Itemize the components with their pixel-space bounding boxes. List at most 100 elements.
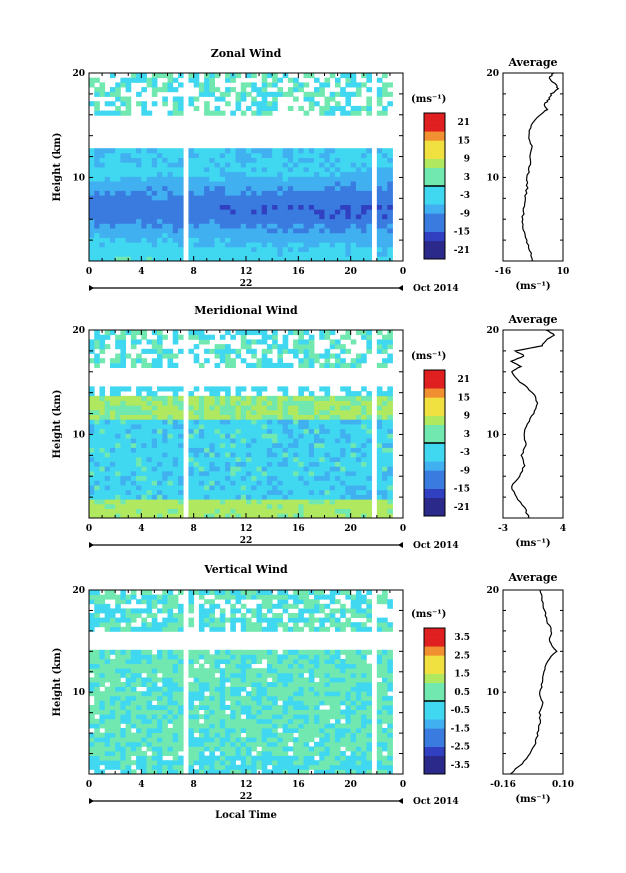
heatmap-cell [99, 654, 106, 660]
heatmap-cell [193, 353, 200, 359]
heatmap-cell [345, 251, 352, 257]
heatmap-cell [104, 508, 111, 514]
heatmap-cell [214, 181, 221, 187]
heatmap-cell [104, 499, 111, 505]
heatmap-cell [198, 723, 205, 729]
heatmap-cell [193, 246, 200, 252]
heatmap-cell [350, 148, 357, 154]
heatmap-cell [162, 617, 168, 623]
heatmap-cell [256, 167, 263, 173]
heatmap-cell [235, 400, 242, 406]
heatmap-cell [115, 395, 121, 401]
heatmap-cell [246, 433, 252, 439]
heatmap-cell [314, 682, 320, 687]
heatmap-cell [167, 649, 174, 655]
heatmap-cell [136, 659, 142, 664]
heatmap-cell [104, 185, 111, 191]
heatmap-cell [99, 751, 106, 756]
heatmap-cell [109, 686, 116, 692]
heatmap-cell [235, 405, 242, 411]
heatmap-cell [266, 503, 273, 509]
heatmap-cell [193, 433, 200, 439]
heatmap-cell [314, 442, 320, 448]
heatmap-cell [361, 190, 367, 196]
heatmap-cell [109, 709, 116, 715]
heatmap-cell [376, 77, 383, 83]
heatmap-cell [230, 452, 236, 458]
heatmap-cell [162, 409, 168, 415]
heatmap-cell [225, 195, 231, 201]
heatmap-cell [261, 695, 268, 701]
heatmap-cell [298, 499, 304, 505]
heatmap-cell [387, 195, 393, 201]
heatmap-cell [99, 682, 106, 687]
heatmap-cell [146, 228, 153, 234]
heatmap-cell [204, 741, 210, 747]
heatmap-cell [251, 414, 257, 420]
heatmap-cell [293, 414, 299, 420]
heatmap-cell [99, 677, 106, 683]
heatmap-cell [230, 475, 236, 481]
heatmap-cell [256, 424, 263, 430]
heatmap-cell [162, 608, 168, 614]
heatmap-cell [287, 755, 294, 761]
heatmap-cell [230, 613, 236, 618]
heatmap-cell [177, 668, 184, 674]
heatmap-cell [99, 334, 106, 340]
heatmap-cell [151, 251, 158, 257]
heatmap-cell [298, 599, 304, 605]
heatmap-cell [282, 746, 289, 752]
heatmap-cell [225, 214, 231, 220]
heatmap-cell [240, 405, 247, 411]
heatmap-cell [115, 190, 121, 196]
heatmap-cell [99, 508, 106, 514]
heatmap-cell [109, 400, 116, 406]
heatmap-cell [366, 503, 372, 509]
heatmap-cell [246, 204, 252, 210]
heatmap-cell [94, 414, 100, 420]
heatmap-cell [167, 242, 174, 248]
heatmap-cell [193, 251, 200, 257]
heatmap-cell [94, 204, 100, 210]
heatmap-cell [130, 508, 137, 514]
heatmap-cell [167, 677, 174, 683]
heatmap-cell [94, 760, 100, 766]
heatmap-cell [235, 237, 242, 243]
heatmap-cell [177, 405, 184, 411]
heatmap-cell [314, 148, 320, 154]
heatmap-cell [120, 691, 127, 697]
heatmap-cell [324, 466, 331, 472]
heatmap-cell [251, 82, 257, 88]
heatmap-cell [298, 737, 304, 743]
heatmap-cell [287, 663, 294, 669]
heatmap-cell [251, 590, 257, 595]
heatmap-cell [235, 764, 242, 770]
heatmap-cell [94, 195, 100, 201]
heatmap-cell [172, 677, 179, 683]
heatmap-cell [266, 466, 273, 472]
heatmap-cell [109, 391, 116, 397]
heatmap-cell [293, 218, 299, 224]
heatmap-cell [230, 471, 236, 477]
heatmap-cell [277, 386, 284, 392]
heatmap-cell [225, 77, 231, 83]
heatmap-cell [162, 456, 168, 462]
heatmap-cell [240, 594, 247, 600]
heatmap-cell [308, 209, 315, 215]
heatmap-cell [334, 176, 341, 182]
heatmap-cell [361, 414, 367, 420]
heatmap-cell [308, 663, 315, 669]
heatmap-cell [94, 649, 100, 655]
heatmap-cell [319, 157, 325, 163]
heatmap-cell [115, 599, 121, 605]
heatmap-cell [89, 232, 95, 238]
heatmap-cell [387, 485, 393, 491]
heatmap-cell [89, 428, 95, 434]
heatmap-cell [209, 242, 215, 248]
heatmap-cell [172, 334, 179, 340]
colorbar-band [424, 131, 445, 141]
heatmap-cell [151, 195, 158, 201]
heatmap-cell [324, 96, 331, 102]
heatmap-cell [324, 461, 331, 467]
